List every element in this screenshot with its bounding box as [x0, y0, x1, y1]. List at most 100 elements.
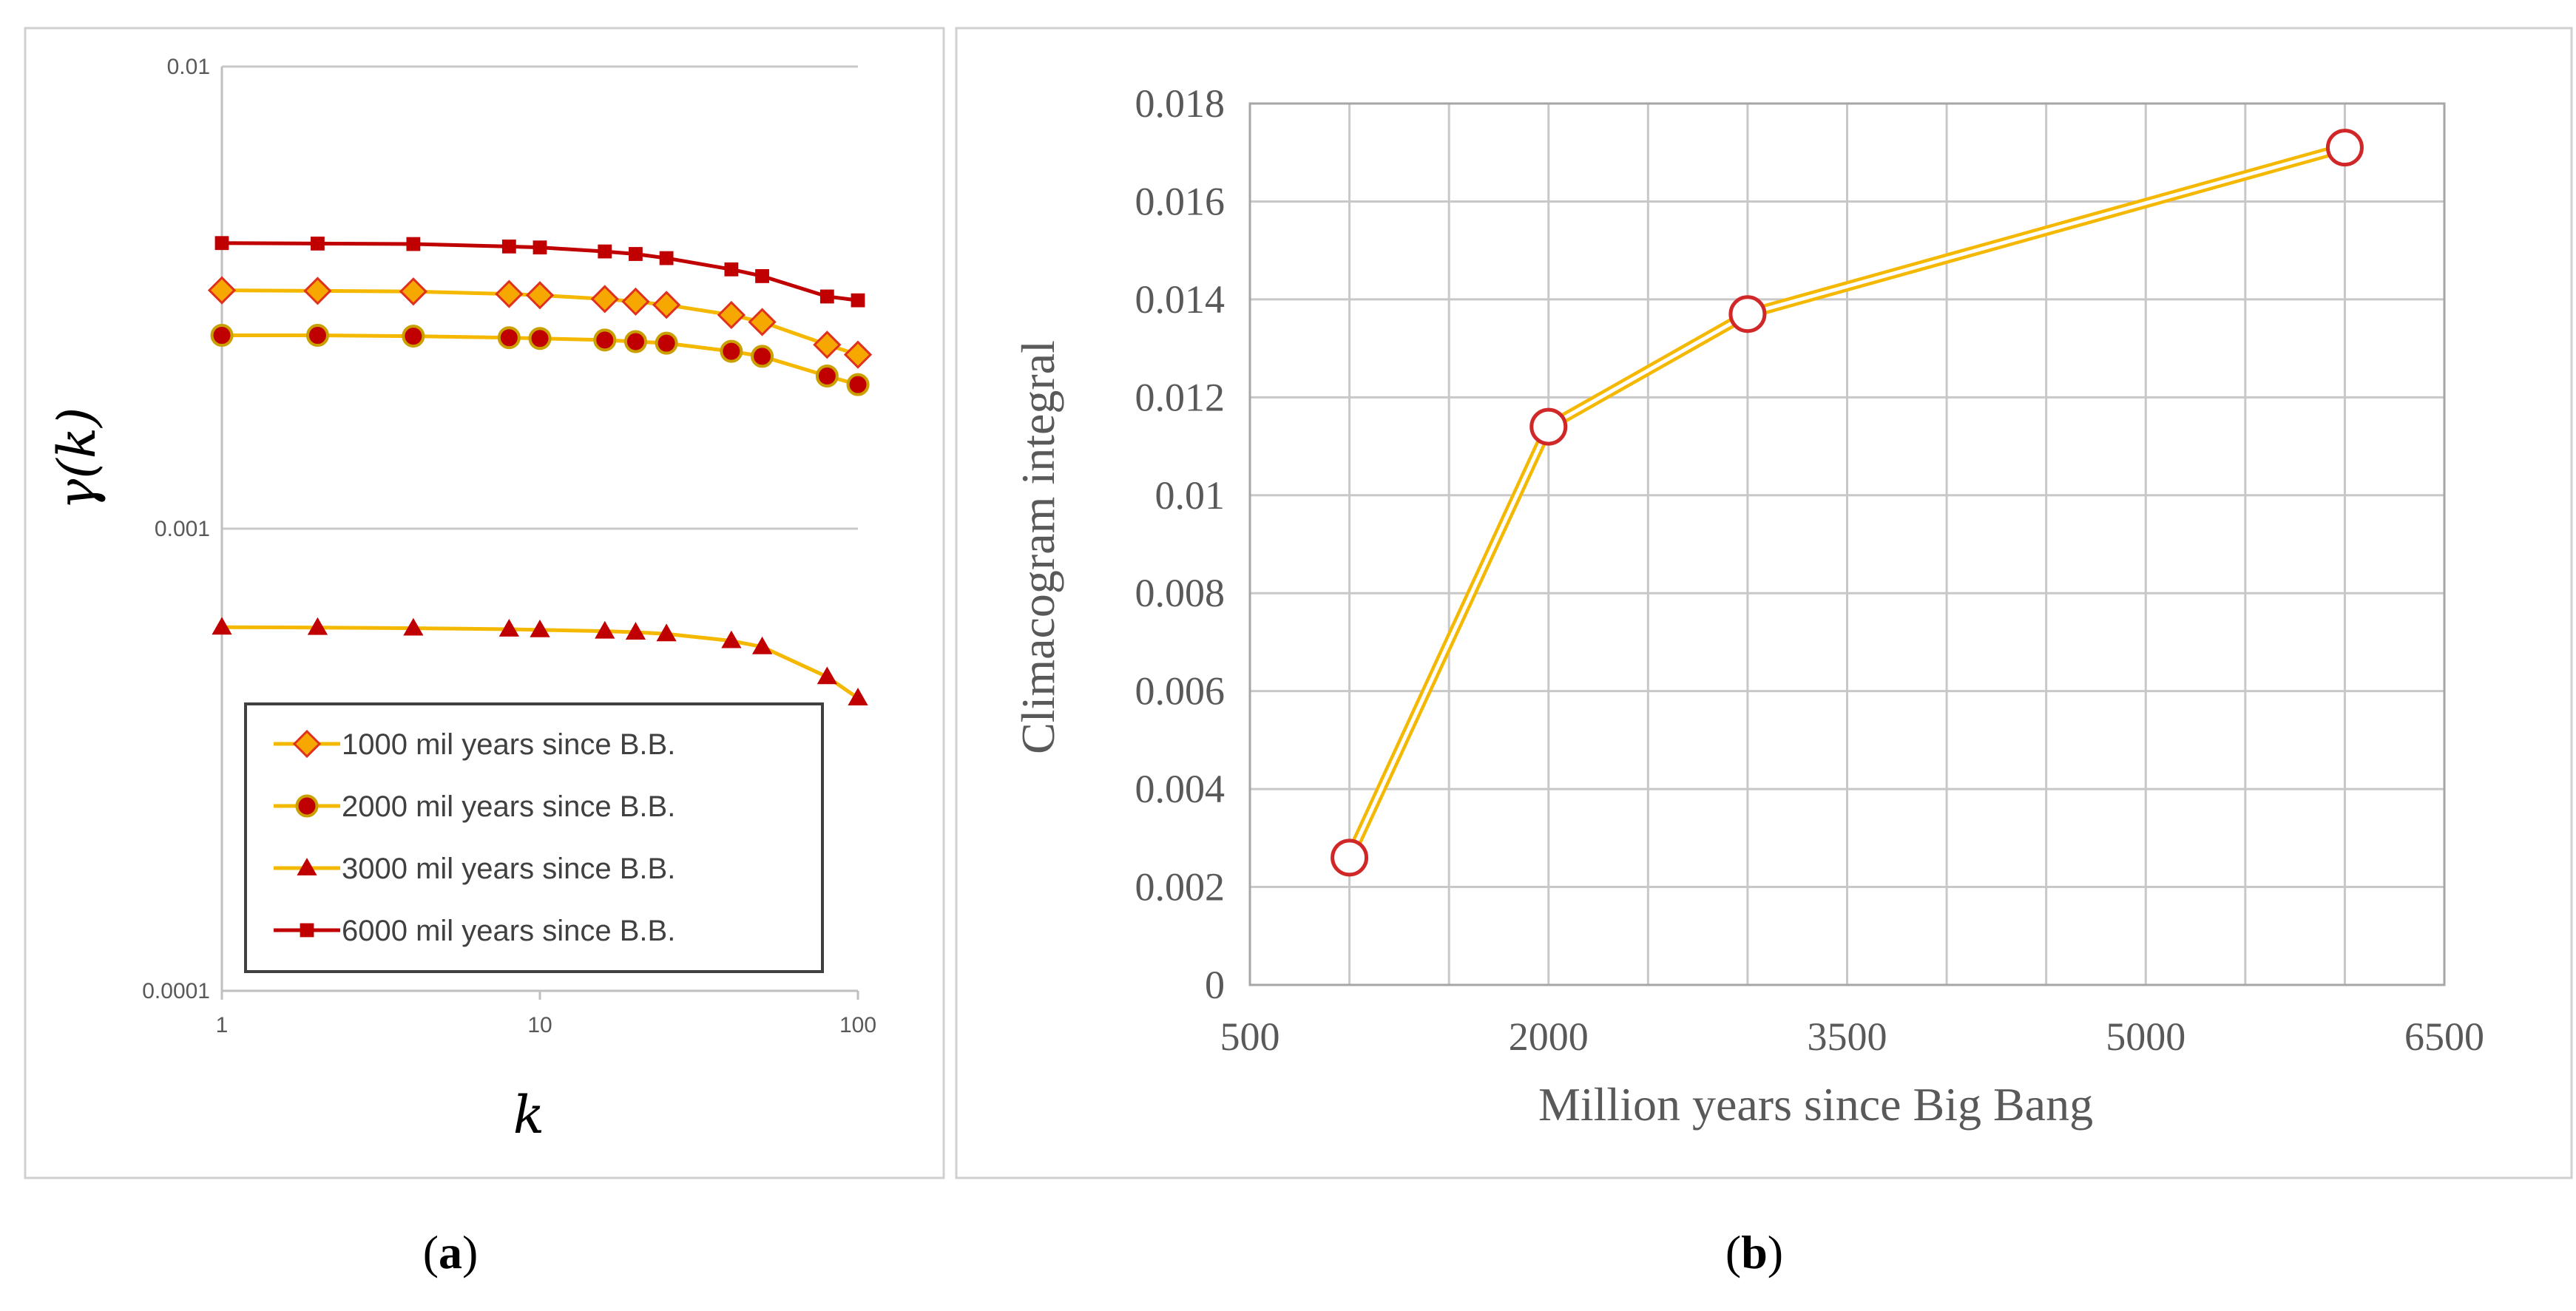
panel-b-y-tick-label: 0.014: [1135, 277, 1226, 322]
panel-b-y-tick-label: 0.016: [1135, 179, 1226, 223]
panel-a-data-point: [625, 622, 646, 640]
panel-a-y-axis-label: γ(k): [47, 407, 107, 510]
panel-a-y-tick-label: 0.001: [155, 517, 210, 541]
caption-a-letter: a: [439, 1226, 462, 1278]
panel-a-data-point: [721, 630, 742, 648]
panel-a-series-line: [221, 241, 859, 302]
panel-b-y-tick-label: 0.006: [1135, 669, 1226, 714]
panel-a-tick-labels: 0.0001 0.001 0.01 1 10 100: [142, 55, 876, 1037]
panel-a-y-tick-label: 0.0001: [142, 979, 210, 1003]
panel-a-data-point: [595, 620, 615, 639]
legend-swatch-marker: [292, 729, 322, 759]
panel-a-data-point: [851, 293, 865, 308]
panel-a-data-point: [717, 300, 746, 330]
panel-a-series-0: [207, 276, 873, 369]
panel-b-y-tick-label: 0.008: [1135, 571, 1226, 615]
panel-a-data-point: [590, 285, 619, 314]
panel-b-series-line-inner: [1348, 146, 2346, 858]
panel-b-y-tick-label: 0.004: [1135, 767, 1226, 811]
panel-a-axes: [220, 67, 859, 1000]
panel-a-legend: 1000 mil years since B.B. 2000 mil years …: [244, 702, 824, 973]
panel-b-tick-labels: 0 0.002 0.004 0.006 0.008 0.01 0.012 0.014 0.016…: [1135, 81, 2485, 1059]
legend-label: 3000 mil years since B.B.: [342, 853, 675, 885]
panel-a-data-point: [652, 291, 681, 319]
panel-a-data-point: [402, 325, 425, 348]
panel-b-x-tick-label: 6500: [2404, 1014, 2484, 1059]
panel-a-data-point: [406, 237, 421, 251]
panel-a-data-point: [207, 276, 237, 305]
panel-a-chart: 0.0001 0.001 0.01 1 10 100 γ(k) k 1000 mil ye…: [24, 27, 945, 1179]
panel-a-data-point: [311, 236, 325, 251]
panel-b-y-tick-label: 0.002: [1135, 865, 1226, 909]
panel-a-data-point: [501, 239, 516, 254]
panel-a-data-point: [525, 281, 555, 310]
panel-a-data-point: [817, 666, 837, 685]
panel-a-data-point: [530, 619, 550, 637]
panel-a-data-point: [498, 619, 519, 637]
panel-b-data-point: [1728, 295, 1767, 333]
panel-a-series-line: [221, 625, 859, 700]
panel-a-data-point: [655, 331, 678, 355]
legend-box: [244, 702, 824, 973]
panel-a-data-point: [495, 280, 524, 308]
panel-a-frame: [24, 27, 945, 1179]
panel-a-series-2: [212, 617, 868, 706]
panel-a-data-point: [593, 328, 617, 352]
panel-b-series: [1331, 129, 2364, 877]
panel-a-x-tick-label: 10: [527, 1013, 552, 1037]
panel-b-y-tick-label: 0.01: [1155, 473, 1226, 518]
panel-a-series-3: [214, 236, 865, 308]
legend-item: 2000 mil years since B.B.: [274, 790, 675, 823]
legend-swatch-marker: [295, 794, 319, 818]
caption-b-close: ): [1768, 1226, 1783, 1278]
panel-a-data-point: [528, 327, 552, 350]
panel-a-caption: (a): [423, 1226, 479, 1278]
panel-a-data-point: [212, 617, 232, 635]
legend-label: 1000 mil years since B.B.: [342, 728, 675, 761]
panel-b-x-tick-label: 5000: [2106, 1014, 2185, 1059]
panel-a-data-point: [843, 340, 873, 369]
panel-a-data-point: [755, 269, 769, 283]
panel-a-data-point: [748, 308, 777, 336]
panel-b-x-tick-label: 3500: [1808, 1014, 1887, 1059]
legend-item: 1000 mil years since B.B.: [274, 728, 675, 761]
panel-a-data-point: [307, 617, 328, 635]
caption-b-open: (: [1725, 1226, 1741, 1278]
panel-a-x-axis-label: k: [513, 1085, 544, 1145]
panel-a-data-point: [621, 287, 650, 316]
panel-a-data-point: [533, 240, 547, 255]
panel-b-x-tick-label: 500: [1220, 1014, 1280, 1059]
panel-a-series-1: [210, 324, 870, 396]
panel-b-x-axis-label: Million years since Big Bang: [1538, 1078, 2093, 1131]
panel-a-data-point: [623, 330, 647, 353]
panel-a-x-tick-label: 1: [216, 1013, 229, 1037]
legend-item: 6000 mil years since B.B.: [274, 915, 675, 947]
panel-a-data-point: [815, 364, 839, 387]
panel-a-data-point: [848, 688, 868, 706]
panel-b-y-axis-label: Climacogram integral: [1012, 340, 1064, 754]
panel-a-data-point: [305, 324, 329, 348]
panel-a-data-point: [399, 277, 428, 306]
panel-b-frame: [955, 27, 2573, 1179]
panel-a-data-point: [813, 331, 842, 359]
panel-b-x-tick-label: 2000: [1509, 1014, 1589, 1059]
panel-a-series-line: [221, 288, 859, 357]
legend-item: 3000 mil years since B.B.: [274, 853, 675, 885]
panel-a-data-point: [751, 345, 774, 368]
panel-a-data-point: [724, 262, 739, 277]
panel-a-data-point: [751, 636, 773, 654]
panel-b-y-tick-label: 0.018: [1135, 81, 1226, 126]
panel-a-y-tick-label: 0.01: [167, 55, 210, 79]
panel-a-data-point: [720, 339, 743, 363]
panel-b-data-point: [1529, 407, 1568, 446]
panel-a-data-point: [210, 324, 234, 348]
panel-b-y-tick-label: 0.012: [1135, 375, 1226, 419]
panel-a-data-point: [656, 623, 677, 642]
panel-a-data-point: [846, 373, 870, 396]
panel-b-caption: (b): [1725, 1226, 1783, 1278]
legend-swatch-marker: [297, 858, 317, 875]
caption-a-open: (: [423, 1226, 439, 1278]
panel-a-data-point: [819, 289, 834, 304]
panel-a-data-point: [214, 236, 229, 251]
